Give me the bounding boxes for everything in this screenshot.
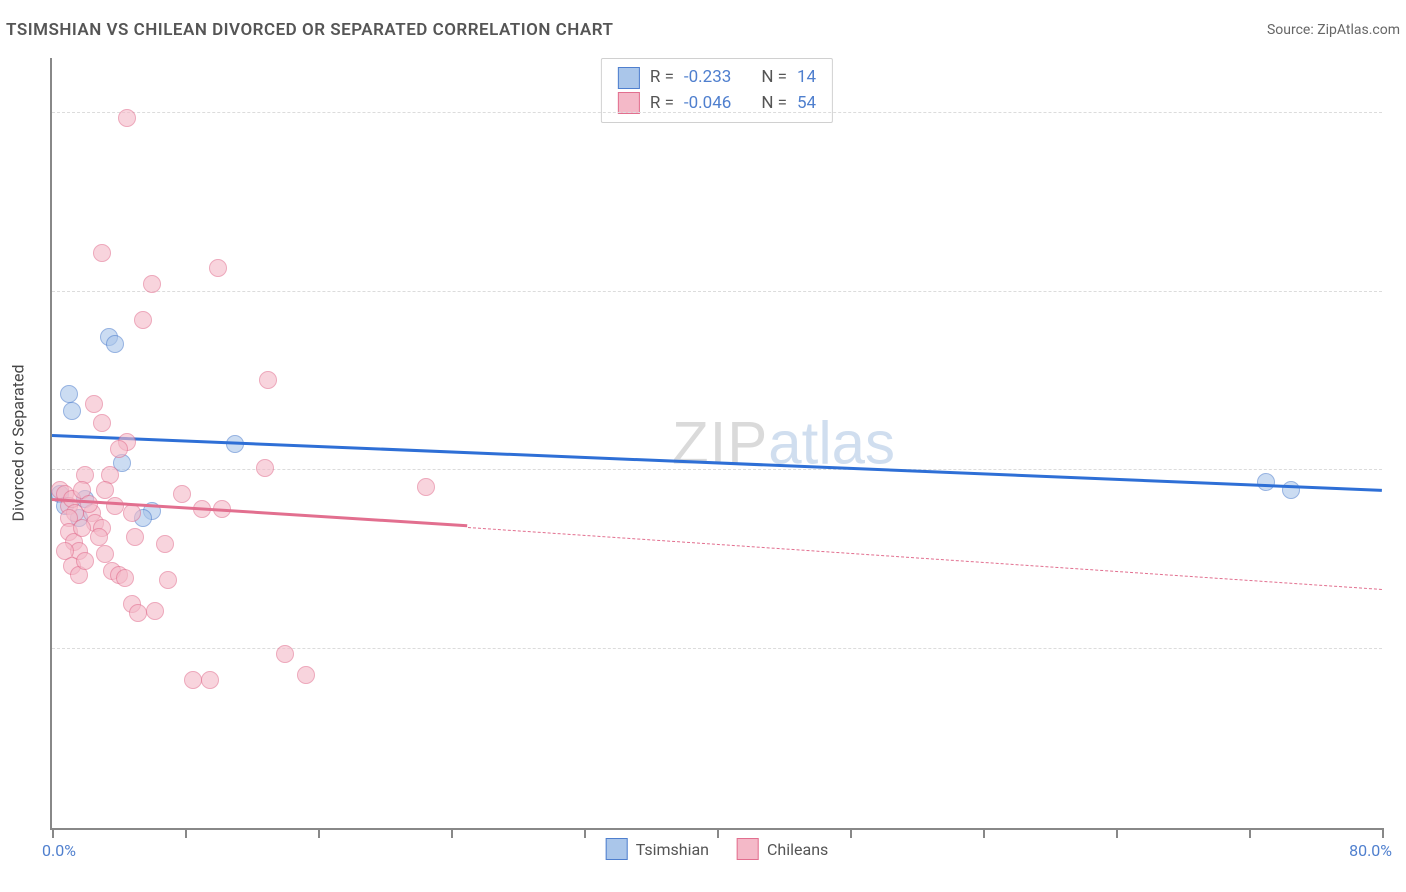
x-tick <box>983 828 985 838</box>
gridline <box>52 291 1382 292</box>
data-point <box>63 402 81 420</box>
regression-line <box>52 434 1382 492</box>
data-point <box>259 371 277 389</box>
x-tick <box>185 828 187 838</box>
data-point <box>90 528 108 546</box>
data-point <box>276 645 294 663</box>
plot-area: Divorced or Separated ZIPatlas R =-0.233… <box>50 58 1382 830</box>
data-point <box>209 259 227 277</box>
series-legend: Tsimshian Chileans <box>606 838 829 860</box>
data-point <box>73 519 91 537</box>
gridline <box>52 648 1382 649</box>
data-point <box>106 497 124 515</box>
data-point <box>76 552 94 570</box>
gridline <box>52 112 1382 113</box>
data-point <box>1257 473 1275 491</box>
legend-item: Tsimshian <box>606 838 709 860</box>
data-point <box>96 481 114 499</box>
x-tick <box>1116 828 1118 838</box>
data-point <box>93 414 111 432</box>
data-point <box>134 311 152 329</box>
data-point <box>156 535 174 553</box>
data-point <box>118 109 136 127</box>
gridline <box>52 469 1382 470</box>
watermark-part1: ZIP <box>672 410 768 477</box>
legend-swatch <box>737 838 759 860</box>
x-tick <box>584 828 586 838</box>
data-point <box>129 604 147 622</box>
x-tick <box>52 828 54 838</box>
x-tick <box>717 828 719 838</box>
x-min-label: 0.0% <box>42 841 76 860</box>
data-point <box>146 602 164 620</box>
data-point <box>106 335 124 353</box>
legend-label: Tsimshian <box>636 840 709 859</box>
y-axis-title: Divorced or Separated <box>9 364 28 521</box>
r-value: -0.233 <box>684 65 731 91</box>
data-point <box>184 671 202 689</box>
x-max-label: 80.0% <box>1349 841 1392 860</box>
y-tick-label: 30.0% <box>1390 103 1406 122</box>
data-point <box>159 571 177 589</box>
data-point <box>297 666 315 684</box>
data-point <box>85 395 103 413</box>
x-tick <box>850 828 852 838</box>
data-point <box>60 385 78 403</box>
chart-title: TSIMSHIAN VS CHILEAN DIVORCED OR SEPARAT… <box>6 20 613 40</box>
data-point <box>96 545 114 563</box>
source-label: Source: ZipAtlas.com <box>1267 22 1400 38</box>
data-point <box>1282 481 1300 499</box>
r-label: R = <box>650 65 674 91</box>
correlation-legend: R =-0.233N =14R =-0.046N =54 <box>601 58 833 123</box>
n-value: 14 <box>797 65 816 91</box>
correlation-row: R = -0.233 N = 14 <box>618 65 816 91</box>
legend-item: Chileans <box>737 838 828 860</box>
data-point <box>93 244 111 262</box>
data-point <box>201 671 219 689</box>
data-point <box>80 495 98 513</box>
data-point <box>123 504 141 522</box>
x-tick <box>1249 828 1251 838</box>
data-point <box>143 275 161 293</box>
n-label: N = <box>761 65 787 91</box>
y-tick-label: 15.0% <box>1390 461 1406 480</box>
data-point <box>417 478 435 496</box>
legend-label: Chileans <box>767 840 828 859</box>
x-tick <box>318 828 320 838</box>
data-point <box>116 569 134 587</box>
x-tick <box>1382 828 1384 838</box>
data-point <box>110 440 128 458</box>
x-tick <box>451 828 453 838</box>
data-point <box>173 485 191 503</box>
data-point <box>256 459 274 477</box>
regression-line <box>468 527 1382 590</box>
legend-swatch <box>618 67 640 89</box>
data-point <box>126 528 144 546</box>
y-tick-label: 7.5% <box>1390 640 1406 659</box>
y-tick-label: 22.5% <box>1390 282 1406 301</box>
legend-swatch <box>606 838 628 860</box>
